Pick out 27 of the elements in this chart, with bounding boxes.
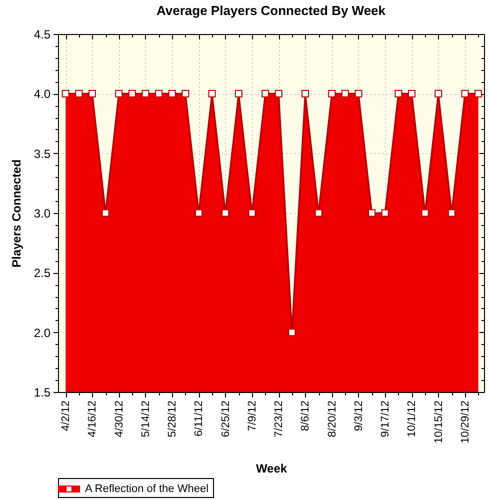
y-tick-label: 4.0 [34,87,51,102]
chart-title: Average Players Connected By Week [156,3,386,18]
y-tick-label: 3.0 [34,206,51,220]
x-tick-label: 10/29/12 [459,400,472,444]
x-tick-label: 9/17/12 [380,400,392,438]
x-tick-label: 6/25/12 [220,400,232,438]
y-tick-label: 2.5 [34,266,51,280]
x-axis-title: Week [256,462,288,476]
x-tick-label: 9/3/12 [352,400,365,432]
x-tick-label: 10/1/12 [406,400,418,438]
x-tick-label: 4/30/12 [113,400,126,438]
x-tick-label: 4/2/12 [60,400,72,432]
y-tick-label: 4.5 [34,28,51,42]
x-tick-label: 7/23/12 [273,400,286,438]
x-tick-label: 5/28/12 [166,400,179,438]
x-tick-label: 8/6/12 [300,400,312,432]
x-tick-label: 7/9/12 [246,400,258,432]
x-tick-label: 6/11/12 [193,400,206,436]
y-tick-label: 2.0 [34,326,51,340]
x-tick-label: 10/15/12 [432,400,445,444]
x-tick-label: 4/16/12 [86,400,99,438]
legend-label: A Reflection of the Wheel [85,483,209,495]
y-axis-title: Players Connected [10,159,24,268]
x-tick-label: 8/20/12 [326,400,338,438]
x-tick-label: 5/14/12 [140,400,152,438]
y-tick-label: 1.5 [34,386,51,400]
y-tick-label: 3.5 [34,146,51,161]
